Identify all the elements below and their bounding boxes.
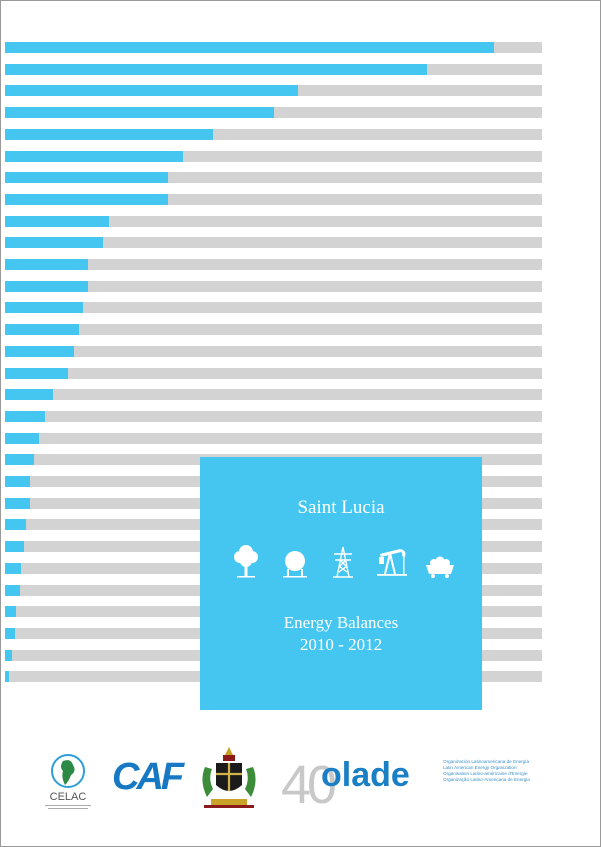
coat-of-arms-logo <box>202 747 256 808</box>
decor-bar-fill <box>5 628 16 639</box>
decor-bar-fill <box>5 129 214 140</box>
decor-bar-track <box>5 216 542 227</box>
decor-bar-fill <box>5 237 104 248</box>
decor-bar-fill <box>5 671 10 682</box>
decor-bar-track <box>5 433 542 444</box>
decor-bar-track <box>5 129 542 140</box>
decor-bar-track <box>5 368 542 379</box>
decor-bar-fill <box>5 650 12 661</box>
decor-bar-fill <box>5 541 25 552</box>
title-panel: Saint Lucia <box>200 457 482 710</box>
decor-bar-track <box>5 346 542 357</box>
olade-logo: 40 olade <box>281 755 410 815</box>
caf-logo: CAF <box>112 756 189 798</box>
decor-bar-track <box>5 302 542 313</box>
caf-label: CAF <box>112 756 186 798</box>
decor-bar-fill <box>5 454 34 465</box>
decor-bar-fill <box>5 324 79 335</box>
decor-bar-fill <box>5 302 84 313</box>
power-tower-icon <box>333 546 353 578</box>
gas-tank-icon <box>282 551 307 578</box>
decor-bar-fill <box>5 368 69 379</box>
decor-bar-fill <box>5 606 16 617</box>
decor-bar-fill <box>5 281 89 292</box>
olade-name-pt: Organização Latino-Americana de Energia <box>443 777 530 782</box>
title-line-2: 2010 - 2012 <box>299 635 383 654</box>
decor-bar-track <box>5 42 542 53</box>
title-line-1: Energy Balances <box>283 613 399 632</box>
decor-bar-track <box>5 64 542 75</box>
energy-icons-row <box>228 544 458 580</box>
olade-name-en: Latin American Energy Organization <box>443 765 517 770</box>
celac-label: CELAC <box>50 791 87 803</box>
olade-names: Organización Latinoamericana de Energía … <box>443 759 563 783</box>
decor-bar-fill <box>5 411 46 422</box>
olade-name-es: Organización Latinoamericana de Energía <box>443 759 530 764</box>
decor-bar-fill <box>5 42 494 53</box>
decor-bar-track <box>5 411 542 422</box>
decor-bar-track <box>5 107 542 118</box>
decor-bar-fill <box>5 389 54 400</box>
decor-bar-fill <box>5 498 30 509</box>
olade-wordmark: olade <box>321 756 410 794</box>
decor-bar-fill <box>5 346 74 357</box>
decor-bar-fill <box>5 107 274 118</box>
celac-logo: CELAC <box>45 754 91 809</box>
country-name: Saint Lucia <box>297 497 385 518</box>
decor-bar-track <box>5 259 542 270</box>
decor-bar-track <box>5 389 542 400</box>
decor-bar-fill <box>5 216 109 227</box>
olade-anniversary-number: 40 <box>281 755 335 815</box>
sponsor-logos: CELAC CAF 40 olade <box>45 747 410 815</box>
coal-cart-icon <box>426 556 454 578</box>
oil-pump-icon <box>376 549 407 576</box>
olade-name-fr: Organisation Latino-américaine d'Energie <box>443 771 528 776</box>
decor-bar-fill <box>5 151 184 162</box>
decor-bar-track <box>5 237 542 248</box>
decor-bar-fill <box>5 194 169 205</box>
decor-bar-fill <box>5 172 169 183</box>
decor-bar-track <box>5 151 542 162</box>
tree-icon <box>234 545 258 578</box>
decor-bar-fill <box>5 259 89 270</box>
decor-bar-fill <box>5 476 30 487</box>
decor-bar-fill <box>5 519 26 530</box>
decor-bar-fill <box>5 85 298 96</box>
decor-bar-track <box>5 85 542 96</box>
decor-bar-track <box>5 281 542 292</box>
decor-bar-fill <box>5 585 20 596</box>
decor-bar-track <box>5 194 542 205</box>
decor-bar-fill <box>5 433 39 444</box>
decor-bar-track <box>5 324 542 335</box>
decor-bar-track <box>5 172 542 183</box>
decor-bar-fill <box>5 563 21 574</box>
decor-bar-fill <box>5 64 427 75</box>
